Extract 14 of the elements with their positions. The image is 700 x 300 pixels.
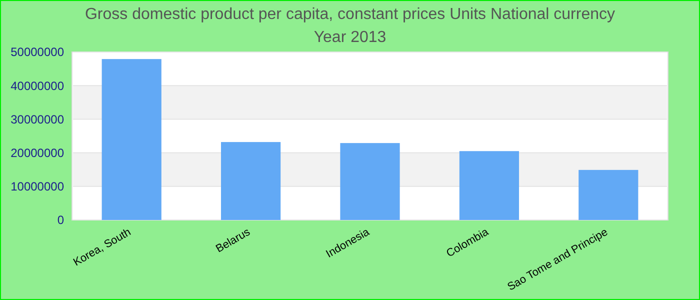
y-tick-label: 20000000	[10, 146, 64, 160]
x-tick-label: Korea, South	[71, 226, 134, 269]
chart-subtitle: Year 2013	[314, 29, 386, 46]
y-tick-label: 10000000	[10, 180, 64, 194]
y-tick-label: 50000000	[10, 45, 64, 60]
y-tick-label: 30000000	[10, 112, 64, 126]
bar	[340, 143, 400, 220]
bar	[102, 59, 162, 220]
y-tick-label: 40000000	[10, 78, 64, 93]
bar	[578, 170, 638, 220]
bar	[221, 142, 281, 220]
chart-title: Gross domestic product per capita, constant prices Units National currency	[84, 6, 616, 23]
bar	[459, 151, 519, 220]
y-tick-label: 0	[57, 213, 64, 228]
